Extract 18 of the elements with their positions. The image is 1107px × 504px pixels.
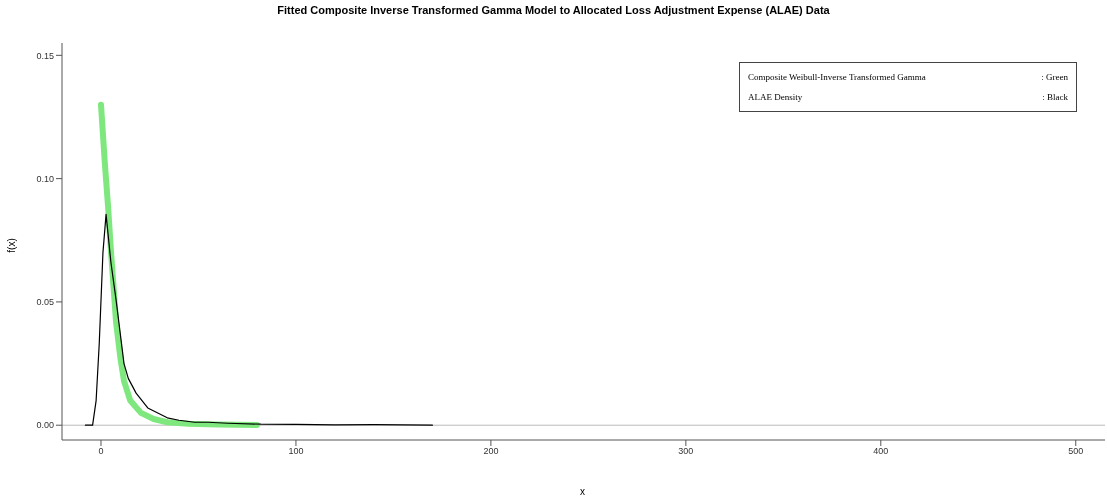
- y-tick-label: 0.15: [36, 50, 54, 61]
- x-axis-title: x: [580, 486, 585, 497]
- annotation: : Black: [1042, 91, 1068, 104]
- y-tick-label: 0.05: [36, 297, 54, 308]
- x-tick-label: 500: [1068, 446, 1084, 457]
- x-tick-label: 400: [873, 446, 889, 457]
- text: Composite Weibull-Inverse Transformed Gamma: [748, 71, 926, 84]
- line-series: [84, 213, 434, 426]
- annotation: : Green: [1041, 71, 1068, 84]
- text: ALAE Density: [748, 91, 803, 104]
- y-axis-title: f(x): [5, 238, 17, 253]
- x-tick-label: 300: [678, 446, 694, 457]
- x-tick-label: 0: [98, 446, 104, 457]
- x-tick-label: 100: [288, 446, 304, 457]
- chart-title: Fitted Composite Inverse Transformed Gamma Model to Allocated Loss Adjustment Expense (ALAE) Data: [276, 4, 831, 16]
- y-tick-label: 0.00: [36, 420, 54, 431]
- x-tick-label: 200: [483, 446, 499, 457]
- y-tick-label: 0.10: [36, 173, 54, 184]
